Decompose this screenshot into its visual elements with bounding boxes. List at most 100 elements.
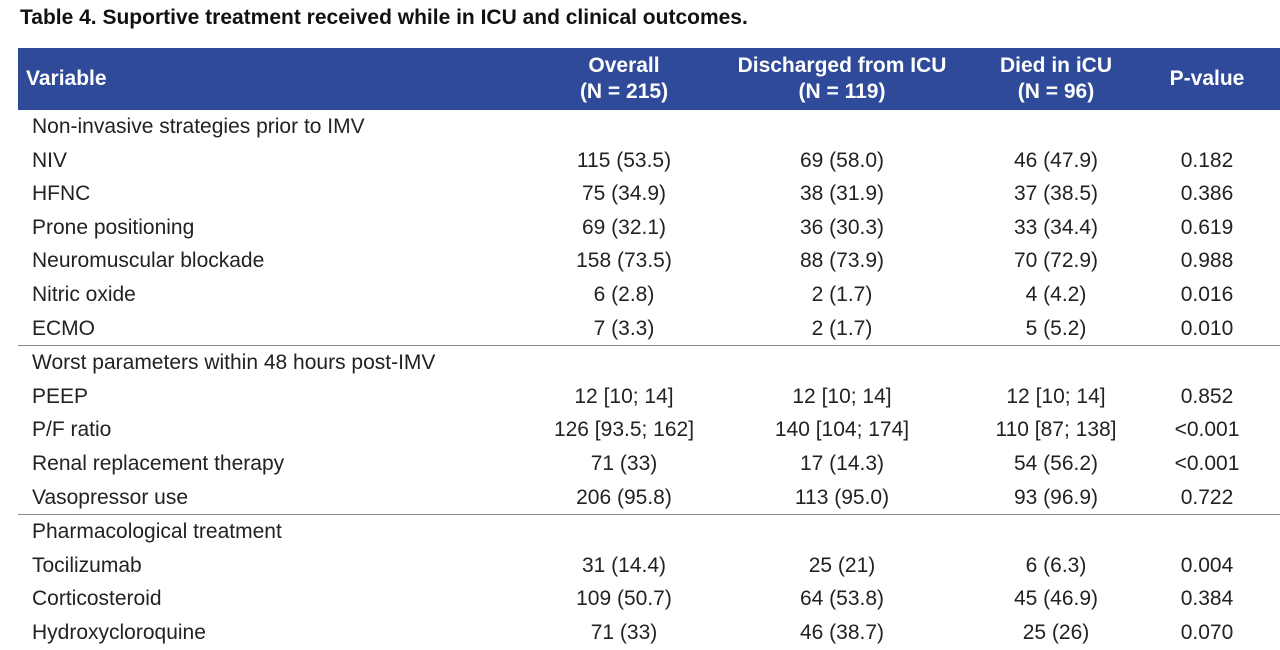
discharged-value: 88 (73.9) [799, 249, 885, 273]
discharged-value: 36 (30.3) [799, 215, 885, 239]
section-header-row: Non-invasive strategies prior to IMV [18, 110, 1280, 144]
row-label: Hydroxycloroquine [32, 620, 206, 644]
header-discharged: Discharged from ICU (N = 119) [728, 48, 956, 110]
discharged-value: 2 (1.7) [811, 282, 873, 306]
row-label: Prone positioning [32, 215, 195, 239]
header-variable-label: Variable [26, 67, 107, 90]
table-row: HFNC 75 (34.9) 38 (31.9) 37 (38.5) 0.386 [18, 177, 1280, 211]
section-header-row: Worst parameters within 48 hours post-IM… [18, 345, 1280, 380]
died-value: 93 (96.9) [1013, 485, 1099, 509]
header-overall-title: Overall [588, 54, 660, 77]
table-caption: Table 4. Suportive treatment received wh… [20, 6, 748, 29]
p-value: <0.001 [1174, 418, 1240, 442]
p-value: 0.386 [1180, 182, 1234, 206]
table-row: Neuromuscular blockade 158 (73.5) 88 (73.9… [18, 244, 1280, 278]
table-row: Vasopressor use 206 (95.8) 113 (95.0) 93 (9… [18, 481, 1280, 515]
died-value: 70 (72.9) [1013, 249, 1099, 273]
discharged-value: 17 (14.3) [799, 451, 885, 475]
overall-value: 109 (50.7) [576, 587, 672, 611]
discharged-value: 2 (1.7) [811, 316, 873, 340]
discharged-value: 69 (58.0) [799, 148, 885, 172]
header-pvalue: P-value [1152, 48, 1262, 110]
row-label: PEEP [32, 384, 89, 408]
row-label: Tocilizumab [32, 553, 142, 577]
discharged-value: 140 [104; 174] [774, 418, 910, 442]
row-label: HFNC [32, 182, 91, 206]
died-value: 5 (5.2) [1025, 316, 1087, 340]
table-row: PEEP 12 [10; 14] 12 [10; 14] 12 [10; 14] 0.8… [18, 380, 1280, 414]
p-value: 0.016 [1180, 282, 1234, 306]
table-row: Nitric oxide 6 (2.8) 2 (1.7) 4 (4.2) 0.016 [18, 278, 1280, 312]
overall-value: 71 (33) [590, 451, 658, 475]
table-row: P/F ratio 126 [93.5; 162] 140 [104; 174] 11… [18, 413, 1280, 447]
row-label: Vasopressor use [32, 485, 189, 509]
header-pvalue-label: P-value [1169, 67, 1245, 90]
p-value: 0.619 [1180, 215, 1234, 239]
discharged-value: 64 (53.8) [799, 587, 885, 611]
overall-value: 12 [10; 14] [574, 384, 674, 408]
died-value: 33 (34.4) [1013, 215, 1099, 239]
overall-value: 75 (34.9) [581, 182, 667, 206]
discharged-value: 38 (31.9) [799, 182, 885, 206]
row-label: NIV [32, 148, 68, 172]
p-value: 0.010 [1180, 316, 1234, 340]
died-value: 6 (6.3) [1025, 553, 1087, 577]
header-overall-n: (N = 215) [579, 80, 669, 103]
died-value: 46 (47.9) [1013, 148, 1099, 172]
table-header: Variable Overall (N = 215) Discharged fr… [18, 48, 1280, 110]
table-row: Hydroxycloroquine 71 (33) 46 (38.7) 25 (26)… [18, 616, 1280, 650]
overall-value: 158 (73.5) [576, 249, 672, 273]
died-value: 4 (4.2) [1025, 282, 1087, 306]
died-value: 37 (38.5) [1013, 182, 1099, 206]
p-value: 0.988 [1180, 249, 1234, 273]
section-title: Pharmacological treatment [32, 520, 282, 544]
discharged-value: 12 [10; 14] [792, 384, 892, 408]
died-value: 25 (26) [1022, 620, 1090, 644]
died-value: 54 (56.2) [1013, 451, 1099, 475]
overall-value: 126 [93.5; 162] [553, 418, 695, 442]
p-value: 0.384 [1180, 587, 1234, 611]
discharged-value: 46 (38.7) [799, 620, 885, 644]
p-value: <0.001 [1174, 451, 1240, 475]
row-label: Renal replacement therapy [32, 451, 285, 475]
section-header-row: Pharmacological treatment [18, 514, 1280, 549]
section-title: Non-invasive strategies prior to IMV [32, 115, 365, 138]
table-row: Renal replacement therapy 71 (33) 17 (14.3… [18, 447, 1280, 481]
died-value: 45 (46.9) [1013, 587, 1099, 611]
row-label: Corticosteroid [32, 587, 162, 611]
table-row: NIV 115 (53.5) 69 (58.0) 46 (47.9) 0.182 [18, 144, 1280, 178]
overall-value: 115 (53.5) [576, 148, 672, 172]
table-row: Corticosteroid 109 (50.7) 64 (53.8) 45 (46.… [18, 582, 1280, 616]
header-discharged-title: Discharged from ICU [737, 54, 947, 77]
row-label: Neuromuscular blockade [32, 249, 265, 273]
row-label: P/F ratio [32, 418, 112, 442]
table-row: ECMO 7 (3.3) 2 (1.7) 5 (5.2) 0.010 [18, 312, 1280, 346]
overall-value: 6 (2.8) [593, 282, 655, 306]
died-value: 12 [10; 14] [1006, 384, 1106, 408]
table-row: Prone positioning 69 (32.1) 36 (30.3) 33 (3… [18, 211, 1280, 245]
header-died: Died in iCU (N = 96) [966, 48, 1146, 110]
overall-value: 31 (14.4) [581, 553, 667, 577]
header-discharged-n: (N = 119) [798, 80, 886, 103]
header-died-title: Died in iCU [999, 54, 1112, 77]
header-died-n: (N = 96) [1017, 80, 1095, 103]
discharged-value: 25 (21) [808, 553, 876, 577]
p-value: 0.852 [1180, 384, 1234, 408]
overall-value: 69 (32.1) [581, 215, 667, 239]
header-variable: Variable [26, 48, 107, 110]
table-body: Non-invasive strategies prior to IMV NIV 1… [18, 110, 1280, 650]
discharged-value: 113 (95.0) [794, 485, 890, 509]
header-overall: Overall (N = 215) [536, 48, 712, 110]
p-value: 0.070 [1180, 620, 1234, 644]
p-value: 0.182 [1180, 148, 1234, 172]
p-value: 0.004 [1180, 553, 1234, 577]
overall-value: 7 (3.3) [593, 316, 655, 340]
p-value: 0.722 [1180, 485, 1234, 509]
overall-value: 206 (95.8) [576, 485, 672, 509]
section-title: Worst parameters within 48 hours post-IM… [32, 351, 436, 375]
row-label: Nitric oxide [32, 282, 136, 306]
table-row: Tocilizumab 31 (14.4) 25 (21) 6 (6.3) 0.004 [18, 549, 1280, 583]
overall-value: 71 (33) [590, 620, 658, 644]
row-label: ECMO [32, 316, 95, 340]
died-value: 110 [87; 138] [995, 418, 1117, 442]
